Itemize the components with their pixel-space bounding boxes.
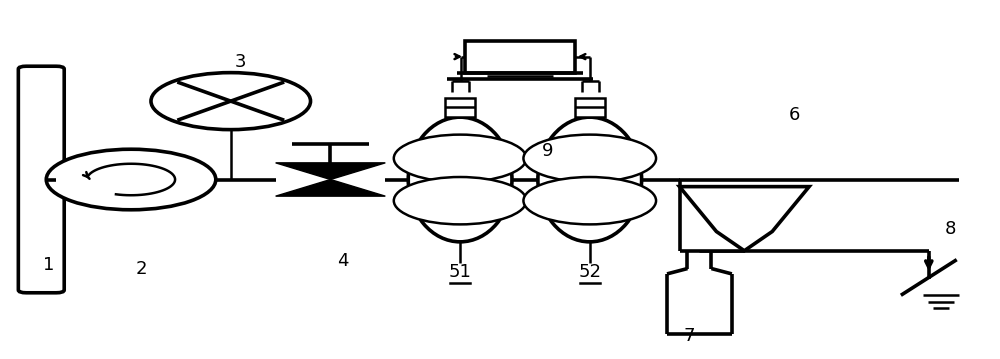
Polygon shape bbox=[679, 187, 809, 251]
Text: 52: 52 bbox=[578, 263, 601, 281]
Polygon shape bbox=[276, 163, 385, 180]
Text: 6: 6 bbox=[788, 106, 800, 124]
Circle shape bbox=[394, 177, 526, 224]
Polygon shape bbox=[276, 180, 385, 196]
Text: 1: 1 bbox=[43, 256, 54, 274]
Bar bbox=[445, 98, 475, 117]
Text: 9: 9 bbox=[542, 142, 554, 160]
Text: 51: 51 bbox=[449, 263, 472, 281]
Circle shape bbox=[523, 177, 656, 224]
Ellipse shape bbox=[408, 117, 512, 242]
Circle shape bbox=[394, 135, 526, 182]
Text: 7: 7 bbox=[684, 327, 695, 345]
Text: 4: 4 bbox=[337, 252, 348, 270]
Text: 3: 3 bbox=[235, 53, 246, 71]
Text: 8: 8 bbox=[945, 220, 956, 238]
Bar bbox=[575, 98, 605, 117]
Text: 2: 2 bbox=[135, 260, 147, 278]
FancyBboxPatch shape bbox=[18, 66, 64, 293]
Bar bbox=[465, 41, 575, 73]
Circle shape bbox=[46, 149, 216, 210]
Ellipse shape bbox=[538, 117, 642, 242]
Circle shape bbox=[151, 73, 311, 130]
Circle shape bbox=[523, 135, 656, 182]
